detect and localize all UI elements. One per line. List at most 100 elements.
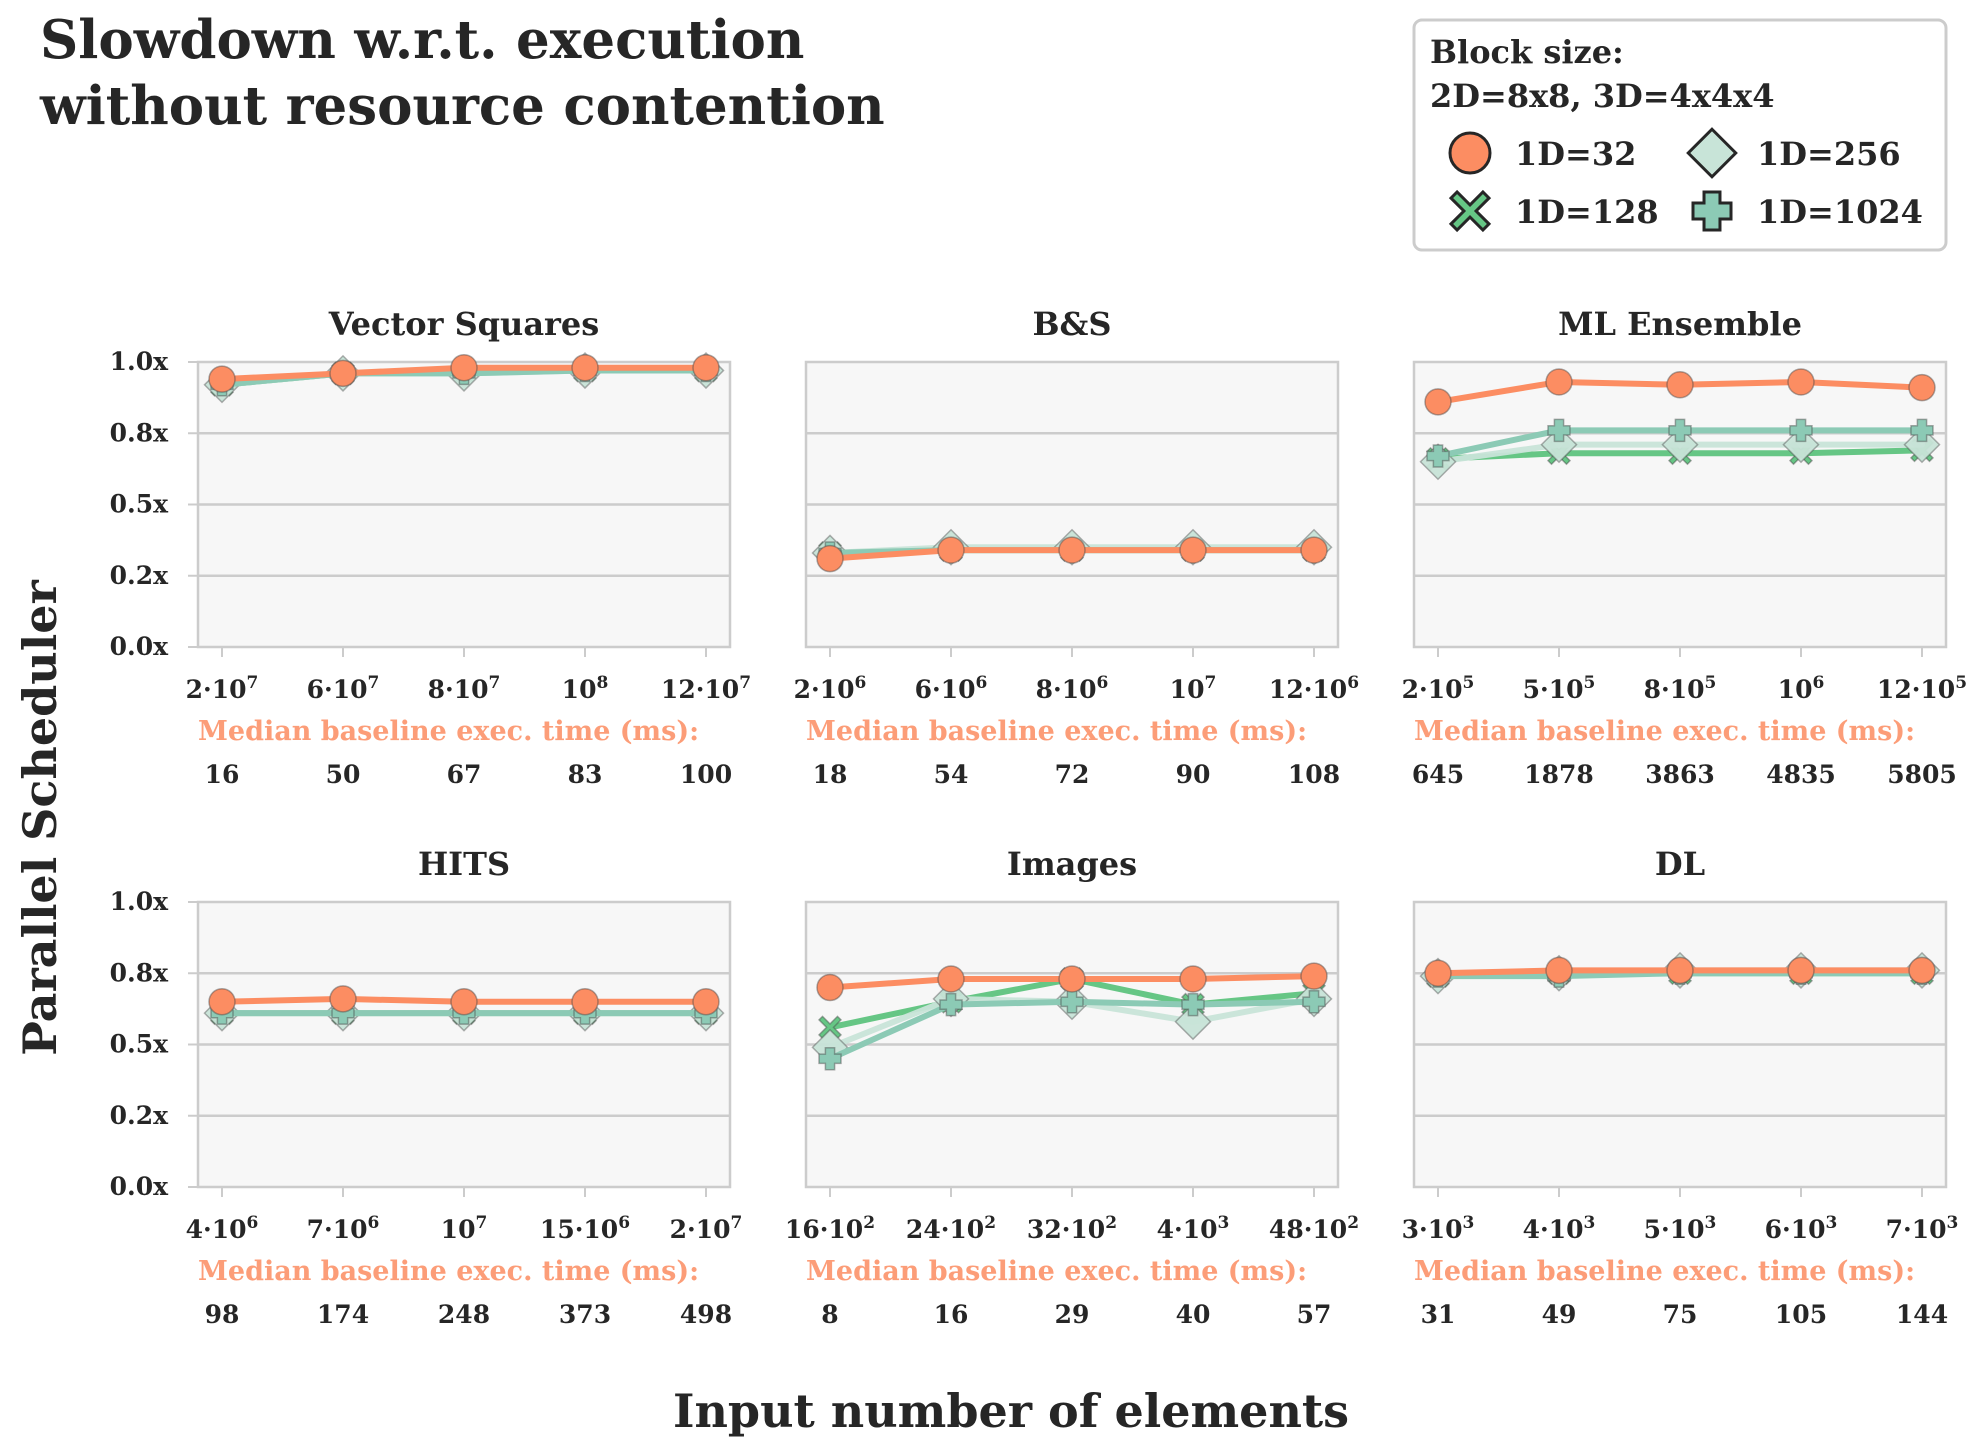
data-point xyxy=(1668,418,1692,443)
baseline-value: 3863 xyxy=(1645,760,1715,789)
y-tick-label: 0.8x xyxy=(110,418,169,447)
x-tick-label: 15·106 xyxy=(540,1213,630,1244)
data-point xyxy=(1666,371,1694,399)
x-tick-label: 108 xyxy=(562,673,609,704)
baseline-value: 31 xyxy=(1421,1300,1456,1329)
series-1d-32 xyxy=(208,985,720,1016)
title-line-1: Slowdown w.r.t. execution xyxy=(40,9,804,71)
y-tick-label: 1.0x xyxy=(110,887,169,916)
data-point xyxy=(1300,536,1328,564)
baseline-value: 8 xyxy=(821,1300,838,1329)
x-tick-label: 5·105 xyxy=(1523,673,1596,704)
x-tick-label: 8·106 xyxy=(1036,673,1109,704)
y-tick-label: 0.0x xyxy=(110,632,169,661)
baseline-value: 90 xyxy=(1176,760,1211,789)
data-point xyxy=(1426,444,1450,468)
baseline-value: 100 xyxy=(680,760,732,789)
data-point xyxy=(571,988,599,1016)
y-tick-label: 1.0x xyxy=(110,347,169,376)
baseline-caption: Median baseline exec. time (ms): xyxy=(806,1256,1307,1287)
x-tick-label: 24·102 xyxy=(906,1213,996,1244)
data-point xyxy=(1908,373,1936,402)
baseline-value: 67 xyxy=(447,760,482,789)
baseline-value: 57 xyxy=(1297,1300,1332,1329)
data-point xyxy=(1545,956,1573,985)
x-tick-label: 3·103 xyxy=(1402,1213,1475,1244)
data-point xyxy=(329,359,357,388)
baseline-caption: Median baseline exec. time (ms): xyxy=(1414,1256,1915,1287)
baseline-caption: Median baseline exec. time (ms): xyxy=(806,716,1307,747)
x-tick-label: 107 xyxy=(1170,673,1217,704)
legend-label-1d1024: 1D=1024 xyxy=(1757,193,1923,231)
y-axis-label: Parallel Scheduler xyxy=(13,580,67,1056)
x-tick-label: 2·107 xyxy=(186,673,259,704)
baseline-value: 174 xyxy=(317,1300,369,1329)
data-point xyxy=(1060,990,1084,1014)
data-point xyxy=(1179,965,1207,993)
data-point xyxy=(939,992,963,1017)
y-tick-label: 0.0x xyxy=(110,1172,169,1201)
x-tick-label: 12·106 xyxy=(1269,673,1359,704)
baseline-caption: Median baseline exec. time (ms): xyxy=(1414,716,1915,747)
data-point xyxy=(1058,536,1086,564)
data-point xyxy=(1302,990,1326,1014)
x-tick-label: 7·103 xyxy=(1886,1213,1959,1244)
panel-title: ML Ensemble xyxy=(1558,305,1802,343)
data-point xyxy=(816,973,844,1002)
legend-label-1d256: 1D=256 xyxy=(1757,135,1901,173)
panel-images: Images 16·102 8 24·102 16 32·102 29 4·103 40 48·1… xyxy=(785,845,1359,1329)
series-1d-32 xyxy=(1424,368,1936,416)
baseline-value: 4835 xyxy=(1766,760,1836,789)
data-point xyxy=(816,544,844,573)
x-tick-label: 6·106 xyxy=(915,673,988,704)
figure-title: Slowdown w.r.t. execution without resour… xyxy=(39,9,885,137)
legend-marker-1d-1024 xyxy=(1691,190,1733,232)
panel-dl: DL 3·103 31 4·103 49 5·103 75 6·103 105 7·103 144 M… xyxy=(1402,845,1959,1329)
x-tick-label: 2·107 xyxy=(670,1213,743,1244)
x-tick-label: 8·107 xyxy=(428,673,501,704)
data-point xyxy=(1300,962,1328,990)
panel-hits: 0.0x 0.2x 0.5x 0.8x 1.0x HITS 4·106 98 7·106 174 1… xyxy=(110,845,743,1329)
data-point xyxy=(1424,388,1452,416)
legend-title-line-2: 2D=8x8, 3D=4x4x4 xyxy=(1430,77,1775,115)
data-point xyxy=(1545,368,1573,396)
baseline-value: 498 xyxy=(680,1300,732,1329)
y-tick-label: 0.8x xyxy=(110,958,169,987)
data-point xyxy=(1789,418,1813,443)
x-tick-label: 12·107 xyxy=(661,673,751,704)
x-tick-label: 4·106 xyxy=(186,1213,259,1244)
data-point xyxy=(818,1047,842,1071)
panel-title: DL xyxy=(1655,845,1705,883)
baseline-value: 16 xyxy=(934,1300,969,1329)
legend-marker-1d-256 xyxy=(1686,127,1738,179)
data-point xyxy=(450,353,478,382)
baseline-value: 1878 xyxy=(1524,760,1594,789)
data-point xyxy=(1179,536,1207,564)
panel-title: HITS xyxy=(418,845,510,883)
series-1d-32 xyxy=(816,962,1328,1002)
data-point xyxy=(1787,368,1815,396)
legend-label-1d128: 1D=128 xyxy=(1515,193,1659,231)
x-tick-label: 48·102 xyxy=(1269,1213,1359,1244)
data-point xyxy=(450,988,478,1016)
series-1d-1024 xyxy=(818,990,1326,1071)
x-tick-label: 16·102 xyxy=(785,1213,875,1244)
legend-label-1d32: 1D=32 xyxy=(1515,135,1636,173)
y-tick-label: 0.2x xyxy=(110,1101,169,1130)
baseline-value: 40 xyxy=(1176,1300,1211,1329)
baseline-value: 98 xyxy=(205,1300,240,1329)
x-tick-label: 32·102 xyxy=(1027,1213,1117,1244)
baseline-value: 54 xyxy=(934,760,969,789)
legend-marker-1d-32 xyxy=(1448,131,1492,175)
panel-vector-squares: 0.0x 0.2x 0.5x 0.8x 1.0x Vector Squares 2·107 1… xyxy=(110,305,751,789)
series-1d-32 xyxy=(1424,956,1936,987)
series-1d-1024 xyxy=(1426,418,1934,468)
baseline-value: 108 xyxy=(1288,760,1340,789)
data-point xyxy=(1666,956,1694,985)
x-tick-label: 2·106 xyxy=(794,673,867,704)
data-point xyxy=(1540,426,1578,464)
baseline-value: 105 xyxy=(1775,1300,1827,1329)
data-point xyxy=(208,365,236,393)
x-tick-label: 4·103 xyxy=(1157,1213,1230,1244)
